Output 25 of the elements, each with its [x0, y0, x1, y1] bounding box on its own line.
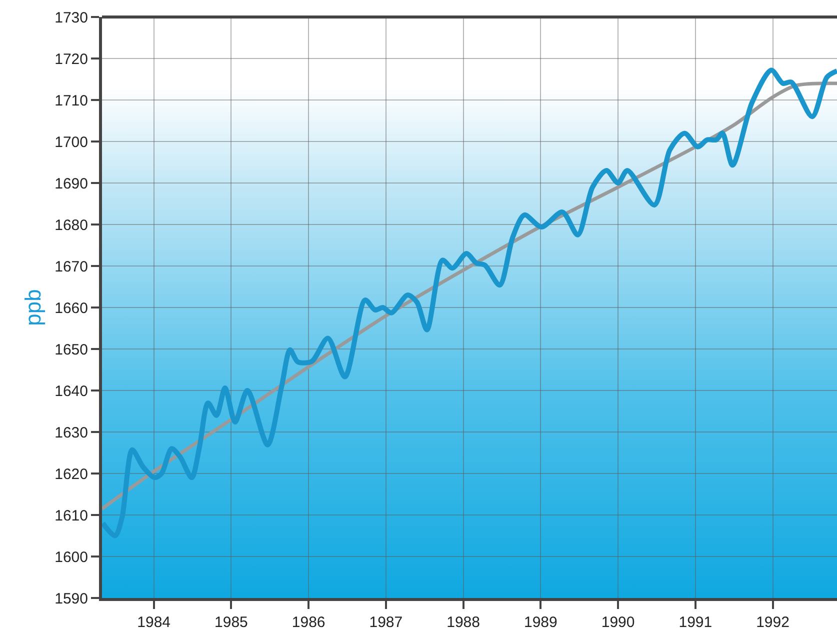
- x-tick-label: 1985: [214, 614, 248, 631]
- y-tick-label: 1610: [54, 507, 88, 524]
- y-tick-label: 1670: [54, 258, 88, 276]
- x-tick-label: 1988: [446, 614, 480, 631]
- y-tick-label: 1600: [54, 548, 88, 566]
- x-tick-label: 1986: [292, 614, 326, 631]
- y-tick-label: 1620: [54, 466, 88, 483]
- y-tick-label: 1660: [54, 300, 88, 317]
- y-axis-title: ppb: [20, 289, 46, 326]
- x-tick-label: 1990: [601, 614, 635, 631]
- y-tick-label: 1730: [54, 9, 88, 26]
- x-tick-label: 1991: [678, 614, 712, 631]
- y-tick-label: 1700: [54, 134, 88, 151]
- x-tick-label: 1984: [137, 614, 171, 631]
- y-tick-label: 1710: [54, 92, 88, 110]
- y-tick-label: 1640: [54, 382, 88, 400]
- y-tick-label: 1690: [54, 175, 88, 192]
- y-tick-label: 1650: [54, 341, 88, 358]
- x-tick-label: 1987: [369, 614, 403, 631]
- y-tick-label: 1630: [54, 424, 88, 442]
- y-tick-label: 1720: [54, 50, 88, 68]
- x-tick-label: 1992: [756, 614, 790, 631]
- y-tick-label: 1680: [54, 216, 88, 234]
- x-tick-label: 1989: [524, 614, 558, 631]
- y-tick-label: 1590: [54, 590, 88, 608]
